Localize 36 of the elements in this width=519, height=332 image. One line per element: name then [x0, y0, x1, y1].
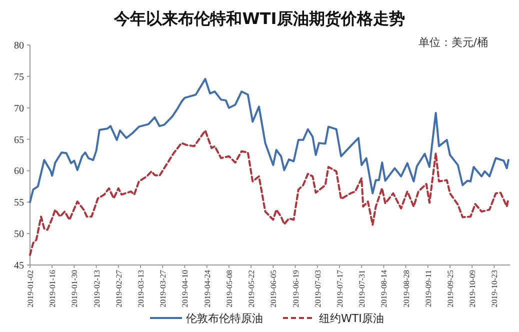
x-tick-label: 2019-07-03 [313, 270, 322, 308]
y-tick-label: 45 [14, 260, 24, 272]
x-tick-label: 2019-02-13 [92, 270, 102, 308]
y-tick-label: 75 [14, 72, 24, 83]
x-tick-label: 2019-05-22 [247, 270, 256, 308]
x-tick-label: 2019-10-23 [490, 270, 500, 308]
y-tick-label: 60 [14, 166, 24, 178]
y-tick-label: 80 [14, 40, 24, 52]
x-tick-label: 2019-08-14 [380, 270, 389, 308]
x-tick-label: 2019-01-16 [48, 270, 58, 308]
y-tick-label: 65 [14, 134, 24, 146]
x-tick-label: 2019-09-25 [446, 270, 455, 308]
line-series [29, 78, 510, 204]
x-tick-label: 2019-03-27 [158, 270, 168, 308]
line-series [29, 129, 510, 256]
x-tick-label: 2019-01-02 [26, 270, 35, 308]
x-tick-label: 2019-07-17 [335, 270, 344, 308]
x-tick-label: 2019-05-08 [224, 270, 234, 308]
x-tick-label: 2019-02-27 [114, 270, 124, 308]
y-tick-label: 70 [14, 103, 24, 114]
y-tick-label: 50 [14, 229, 24, 240]
x-tick-label: 2019-04-10 [180, 270, 190, 308]
x-tick-label: 2019-06-05 [269, 270, 278, 308]
x-tick-label: 2019-08-28 [402, 270, 411, 308]
chart-subtitle: 单位：美元/桶 [418, 36, 488, 49]
x-tick-label: 2019-03-13 [136, 270, 146, 308]
x-tick-label: 2019-09-11 [424, 270, 433, 308]
y-tick-label: 55 [14, 198, 24, 209]
x-tick-label: 2019-06-19 [291, 270, 300, 308]
x-tick-label: 2019-01-30 [70, 270, 80, 308]
x-tick-label: 2019-04-24 [202, 270, 212, 308]
x-tick-label: 2019-10-09 [468, 270, 478, 308]
legend-label: 伦敦布伦特原油 [186, 312, 263, 325]
legend-label: 纽约WTI原油 [319, 312, 384, 325]
x-tick-label: 2019-07-31 [358, 270, 367, 308]
chart-title: 今年以来布伦特和WTI原油期货价格走势 [113, 9, 405, 28]
